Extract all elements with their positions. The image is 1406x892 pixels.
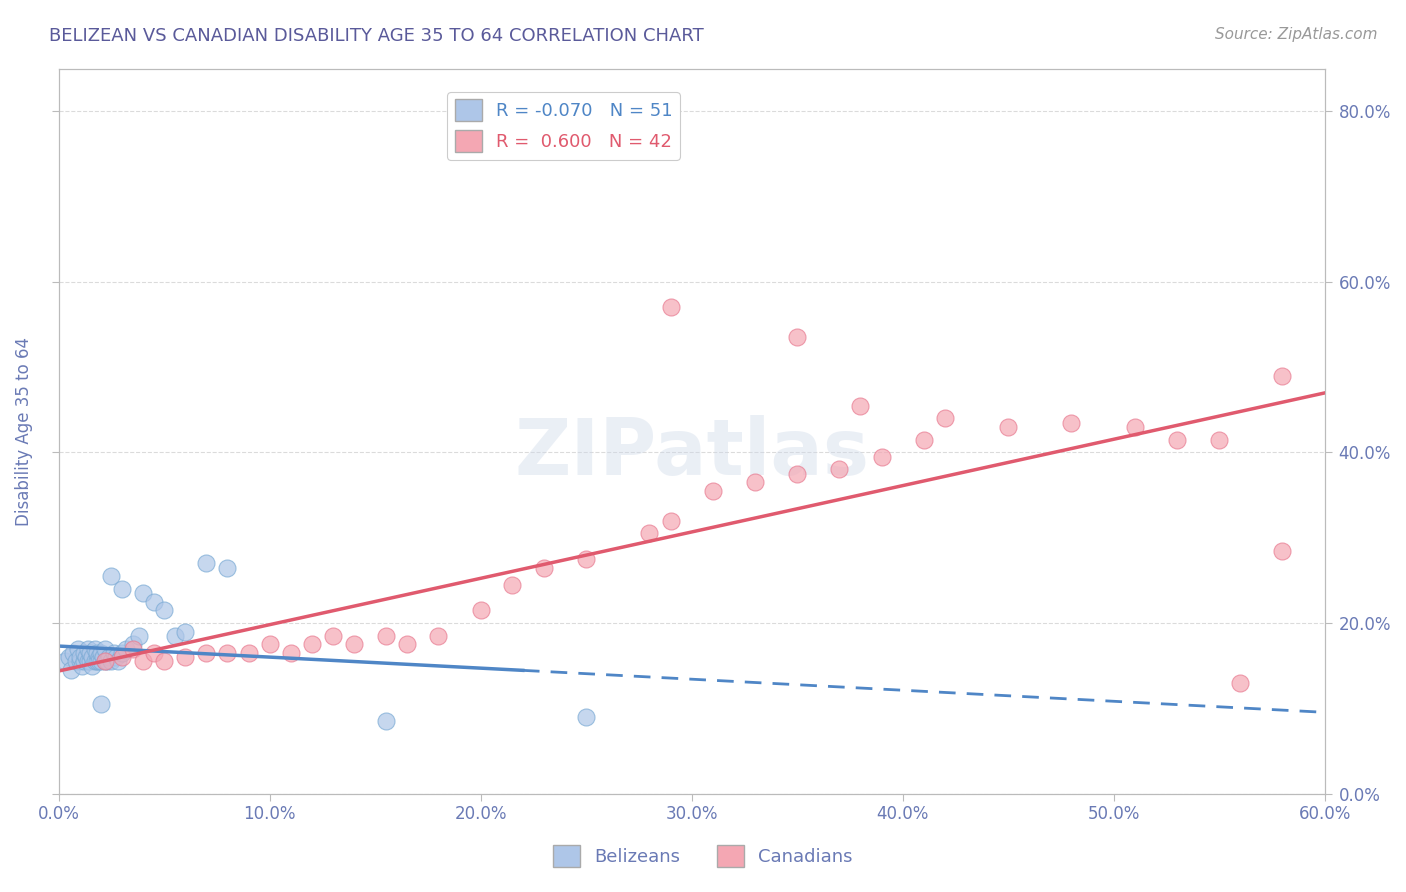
Point: [79, 655, 101, 669]
Point: [533, 560, 555, 574]
Point: [195, 646, 218, 660]
Point: [60, 663, 83, 677]
Point: [912, 433, 935, 447]
Text: ZIPatlas: ZIPatlas: [515, 415, 869, 491]
Point: [343, 637, 366, 651]
Point: [90, 697, 112, 711]
Point: [1060, 416, 1083, 430]
Point: [1271, 543, 1294, 558]
Point: [259, 637, 281, 651]
Point: [744, 475, 766, 490]
Point: [702, 483, 724, 498]
Point: [69, 655, 91, 669]
Point: [427, 629, 450, 643]
Point: [90, 655, 112, 669]
Point: [132, 655, 155, 669]
Point: [86, 646, 108, 660]
Point: [195, 557, 218, 571]
Point: [100, 569, 122, 583]
Point: [217, 646, 239, 660]
Point: [83, 641, 105, 656]
Point: [115, 641, 138, 656]
Point: [87, 655, 110, 669]
Point: [659, 301, 682, 315]
Point: [1208, 433, 1230, 447]
Point: [1271, 368, 1294, 383]
Point: [638, 526, 661, 541]
Point: [96, 655, 118, 669]
Point: [104, 650, 127, 665]
Point: [870, 450, 893, 464]
Point: [153, 603, 176, 617]
Point: [121, 637, 143, 651]
Point: [111, 646, 134, 660]
Point: [73, 655, 96, 669]
Text: BELIZEAN VS CANADIAN DISABILITY AGE 35 TO 64 CORRELATION CHART: BELIZEAN VS CANADIAN DISABILITY AGE 35 T…: [49, 27, 704, 45]
Point: [575, 552, 598, 566]
Point: [111, 582, 134, 596]
Point: [73, 646, 96, 660]
Point: [174, 624, 197, 639]
Point: [69, 650, 91, 665]
Point: [107, 655, 129, 669]
Point: [53, 655, 76, 669]
Point: [70, 658, 93, 673]
Point: [142, 595, 165, 609]
Point: [128, 629, 150, 643]
Point: [934, 411, 956, 425]
Point: [238, 646, 260, 660]
Point: [153, 655, 176, 669]
Point: [82, 650, 104, 665]
Point: [98, 650, 121, 665]
Point: [1166, 433, 1188, 447]
Point: [132, 586, 155, 600]
Point: [1229, 675, 1251, 690]
Point: [217, 560, 239, 574]
Point: [374, 714, 396, 728]
Legend: R = -0.070   N = 51, R =  0.600   N = 42: R = -0.070 N = 51, R = 0.600 N = 42: [447, 92, 681, 160]
Point: [87, 650, 110, 665]
Point: [828, 462, 851, 476]
Point: [501, 577, 523, 591]
Point: [786, 467, 808, 481]
Point: [1123, 420, 1146, 434]
Point: [62, 646, 84, 660]
Point: [111, 650, 134, 665]
Point: [849, 399, 872, 413]
Point: [90, 646, 112, 660]
Y-axis label: Disability Age 35 to 64: Disability Age 35 to 64: [15, 336, 32, 525]
Point: [86, 655, 108, 669]
Point: [77, 655, 100, 669]
Point: [75, 650, 97, 665]
Point: [94, 655, 117, 669]
Point: [66, 641, 89, 656]
Legend: Belizeans, Canadians: Belizeans, Canadians: [546, 838, 860, 874]
Point: [58, 650, 80, 665]
Point: [65, 655, 87, 669]
Point: [575, 710, 598, 724]
Point: [163, 629, 186, 643]
Point: [103, 646, 125, 660]
Point: [322, 629, 344, 643]
Point: [94, 641, 117, 656]
Point: [174, 650, 197, 665]
Point: [121, 641, 143, 656]
Point: [659, 514, 682, 528]
Point: [94, 655, 117, 669]
Text: Source: ZipAtlas.com: Source: ZipAtlas.com: [1215, 27, 1378, 42]
Point: [997, 420, 1019, 434]
Point: [470, 603, 492, 617]
Point: [301, 637, 323, 651]
Point: [786, 330, 808, 344]
Point: [83, 655, 105, 669]
Point: [77, 641, 100, 656]
Point: [374, 629, 396, 643]
Point: [79, 646, 101, 660]
Point: [142, 646, 165, 660]
Point: [100, 655, 122, 669]
Point: [82, 658, 104, 673]
Point: [91, 650, 114, 665]
Point: [395, 637, 418, 651]
Point: [280, 646, 302, 660]
